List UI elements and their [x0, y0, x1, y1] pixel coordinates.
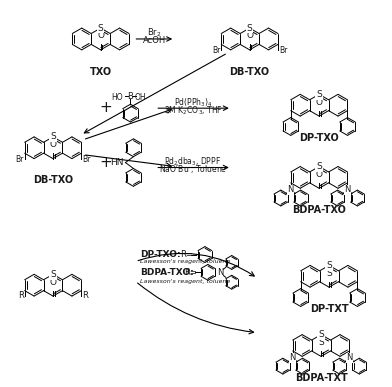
Text: OH: OH [134, 93, 146, 102]
Text: S: S [316, 90, 322, 99]
Text: S: S [326, 261, 332, 270]
Text: +: + [99, 155, 112, 170]
Text: AcOH: AcOH [143, 36, 166, 45]
Text: O: O [49, 278, 56, 287]
Text: Pd(PPh$_3$)$_4$: Pd(PPh$_3$)$_4$ [174, 97, 212, 110]
Text: B: B [127, 92, 133, 101]
Text: Br: Br [212, 46, 220, 55]
Text: Pd$_2$dba$_3$, DPPF: Pd$_2$dba$_3$, DPPF [165, 155, 221, 168]
Text: O: O [49, 140, 56, 149]
Text: R=: R= [180, 250, 193, 259]
Text: S: S [326, 269, 332, 278]
Text: O: O [97, 31, 104, 41]
Text: +: + [99, 100, 112, 115]
Text: O: O [246, 31, 253, 41]
Text: DB-TXO: DB-TXO [33, 175, 73, 185]
Text: 2M K$_2$CO$_3$, THF: 2M K$_2$CO$_3$, THF [163, 105, 222, 117]
Text: BDPA-TXT: BDPA-TXT [295, 373, 347, 383]
Text: DP-TXO: DP-TXO [299, 133, 339, 143]
Text: BDPA-TXO: BDPA-TXO [292, 205, 346, 215]
Text: NaO$^t$Bu , Toluene: NaO$^t$Bu , Toluene [159, 163, 227, 176]
Text: Br: Br [82, 155, 91, 164]
Text: N: N [344, 185, 351, 194]
Text: Br: Br [15, 155, 24, 164]
Text: Lawesson's reagent, toluene: Lawesson's reagent, toluene [140, 279, 231, 284]
Text: DP-TXT: DP-TXT [310, 304, 348, 314]
Text: N: N [288, 185, 294, 194]
Text: O: O [316, 98, 323, 107]
Text: O: O [316, 170, 323, 179]
Text: S: S [318, 338, 324, 347]
Text: R=: R= [184, 268, 197, 277]
Text: Br: Br [279, 46, 287, 55]
Text: S: S [98, 24, 103, 33]
Text: BDPA-TXO:: BDPA-TXO: [140, 268, 194, 277]
Text: R: R [18, 291, 24, 300]
Text: S: S [316, 162, 322, 171]
Text: N: N [217, 268, 223, 277]
Text: Lawesson's reagent, toluene: Lawesson's reagent, toluene [140, 259, 231, 264]
Text: S: S [50, 270, 56, 279]
Text: S: S [247, 24, 252, 33]
Text: N: N [346, 353, 353, 362]
Text: HN: HN [110, 158, 123, 167]
Text: Br$_2$: Br$_2$ [147, 27, 162, 39]
Text: HO: HO [111, 93, 123, 102]
Text: R: R [82, 291, 88, 300]
Text: S: S [318, 330, 324, 339]
Text: TXO: TXO [90, 67, 112, 77]
Text: DB-TXO: DB-TXO [230, 67, 270, 77]
Text: N: N [290, 353, 296, 362]
Text: DP-TXO:: DP-TXO: [140, 250, 181, 259]
Text: S: S [50, 132, 56, 141]
